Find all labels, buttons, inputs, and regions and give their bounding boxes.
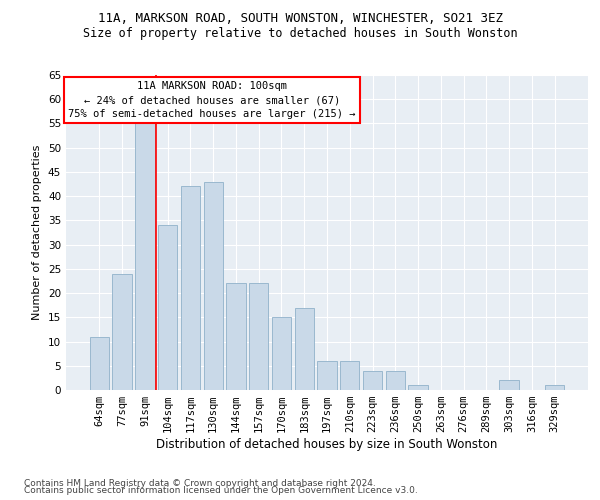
Text: Contains HM Land Registry data © Crown copyright and database right 2024.: Contains HM Land Registry data © Crown c…: [24, 478, 376, 488]
Bar: [409, 385, 428, 390]
Bar: [135, 124, 155, 390]
Bar: [545, 385, 564, 390]
Bar: [112, 274, 132, 390]
Text: 11A, MARKSON ROAD, SOUTH WONSTON, WINCHESTER, SO21 3EZ: 11A, MARKSON ROAD, SOUTH WONSTON, WINCHE…: [97, 12, 503, 26]
X-axis label: Distribution of detached houses by size in South Wonston: Distribution of detached houses by size …: [157, 438, 497, 451]
Bar: [363, 370, 382, 390]
Bar: [340, 361, 359, 390]
Bar: [158, 225, 178, 390]
Bar: [226, 284, 245, 390]
Y-axis label: Number of detached properties: Number of detached properties: [32, 145, 43, 320]
Bar: [499, 380, 519, 390]
Text: Contains public sector information licensed under the Open Government Licence v3: Contains public sector information licen…: [24, 486, 418, 495]
Bar: [272, 318, 291, 390]
Bar: [203, 182, 223, 390]
Text: Size of property relative to detached houses in South Wonston: Size of property relative to detached ho…: [83, 28, 517, 40]
Bar: [386, 370, 405, 390]
Bar: [295, 308, 314, 390]
Bar: [317, 361, 337, 390]
Bar: [90, 336, 109, 390]
Text: 11A MARKSON ROAD: 100sqm
← 24% of detached houses are smaller (67)
75% of semi-d: 11A MARKSON ROAD: 100sqm ← 24% of detach…: [68, 82, 356, 120]
Bar: [249, 284, 268, 390]
Bar: [181, 186, 200, 390]
